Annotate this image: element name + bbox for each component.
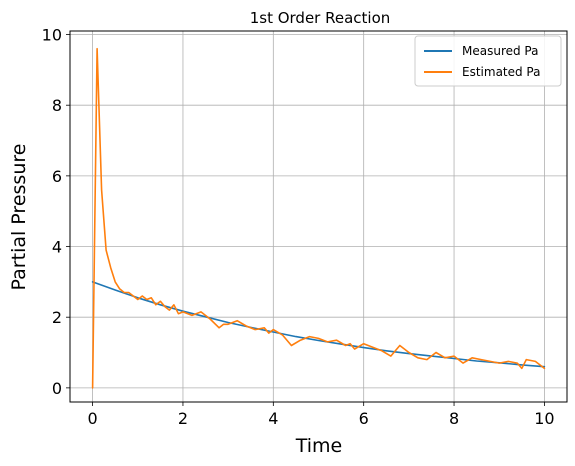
y-tick-label: 4 <box>52 238 62 257</box>
axis-ticks: 0 2 4 6 8 10 0 2 4 6 8 10 <box>42 26 555 428</box>
x-tick-label: 8 <box>449 409 459 428</box>
legend: Measured Pa Estimated Pa <box>414 35 562 87</box>
x-tick-label: 10 <box>534 409 554 428</box>
y-axis-label: Partial Pressure <box>8 144 30 291</box>
x-tick-label: 6 <box>359 409 369 428</box>
legend-label-estimated: Estimated Pa <box>462 65 541 79</box>
y-tick-label: 8 <box>52 96 62 115</box>
series-line-measured-pa <box>91 281 546 368</box>
x-axis-label: Time <box>295 435 343 457</box>
grid <box>70 31 567 402</box>
chart-title: 1st Order Reaction <box>250 9 391 27</box>
x-tick-label: 4 <box>268 409 278 428</box>
series-line-estimated-pa <box>91 47 546 389</box>
y-tick-label: 2 <box>52 308 62 327</box>
y-tick-label: 0 <box>52 379 62 398</box>
plot-area-frame <box>69 30 568 403</box>
y-tick-label: 10 <box>42 26 62 45</box>
y-tick-label: 6 <box>52 167 62 186</box>
series-lines <box>91 47 546 389</box>
x-tick-label: 0 <box>87 409 97 428</box>
legend-label-measured: Measured Pa <box>462 44 538 58</box>
x-tick-label: 2 <box>178 409 188 428</box>
legend-box <box>414 35 562 87</box>
